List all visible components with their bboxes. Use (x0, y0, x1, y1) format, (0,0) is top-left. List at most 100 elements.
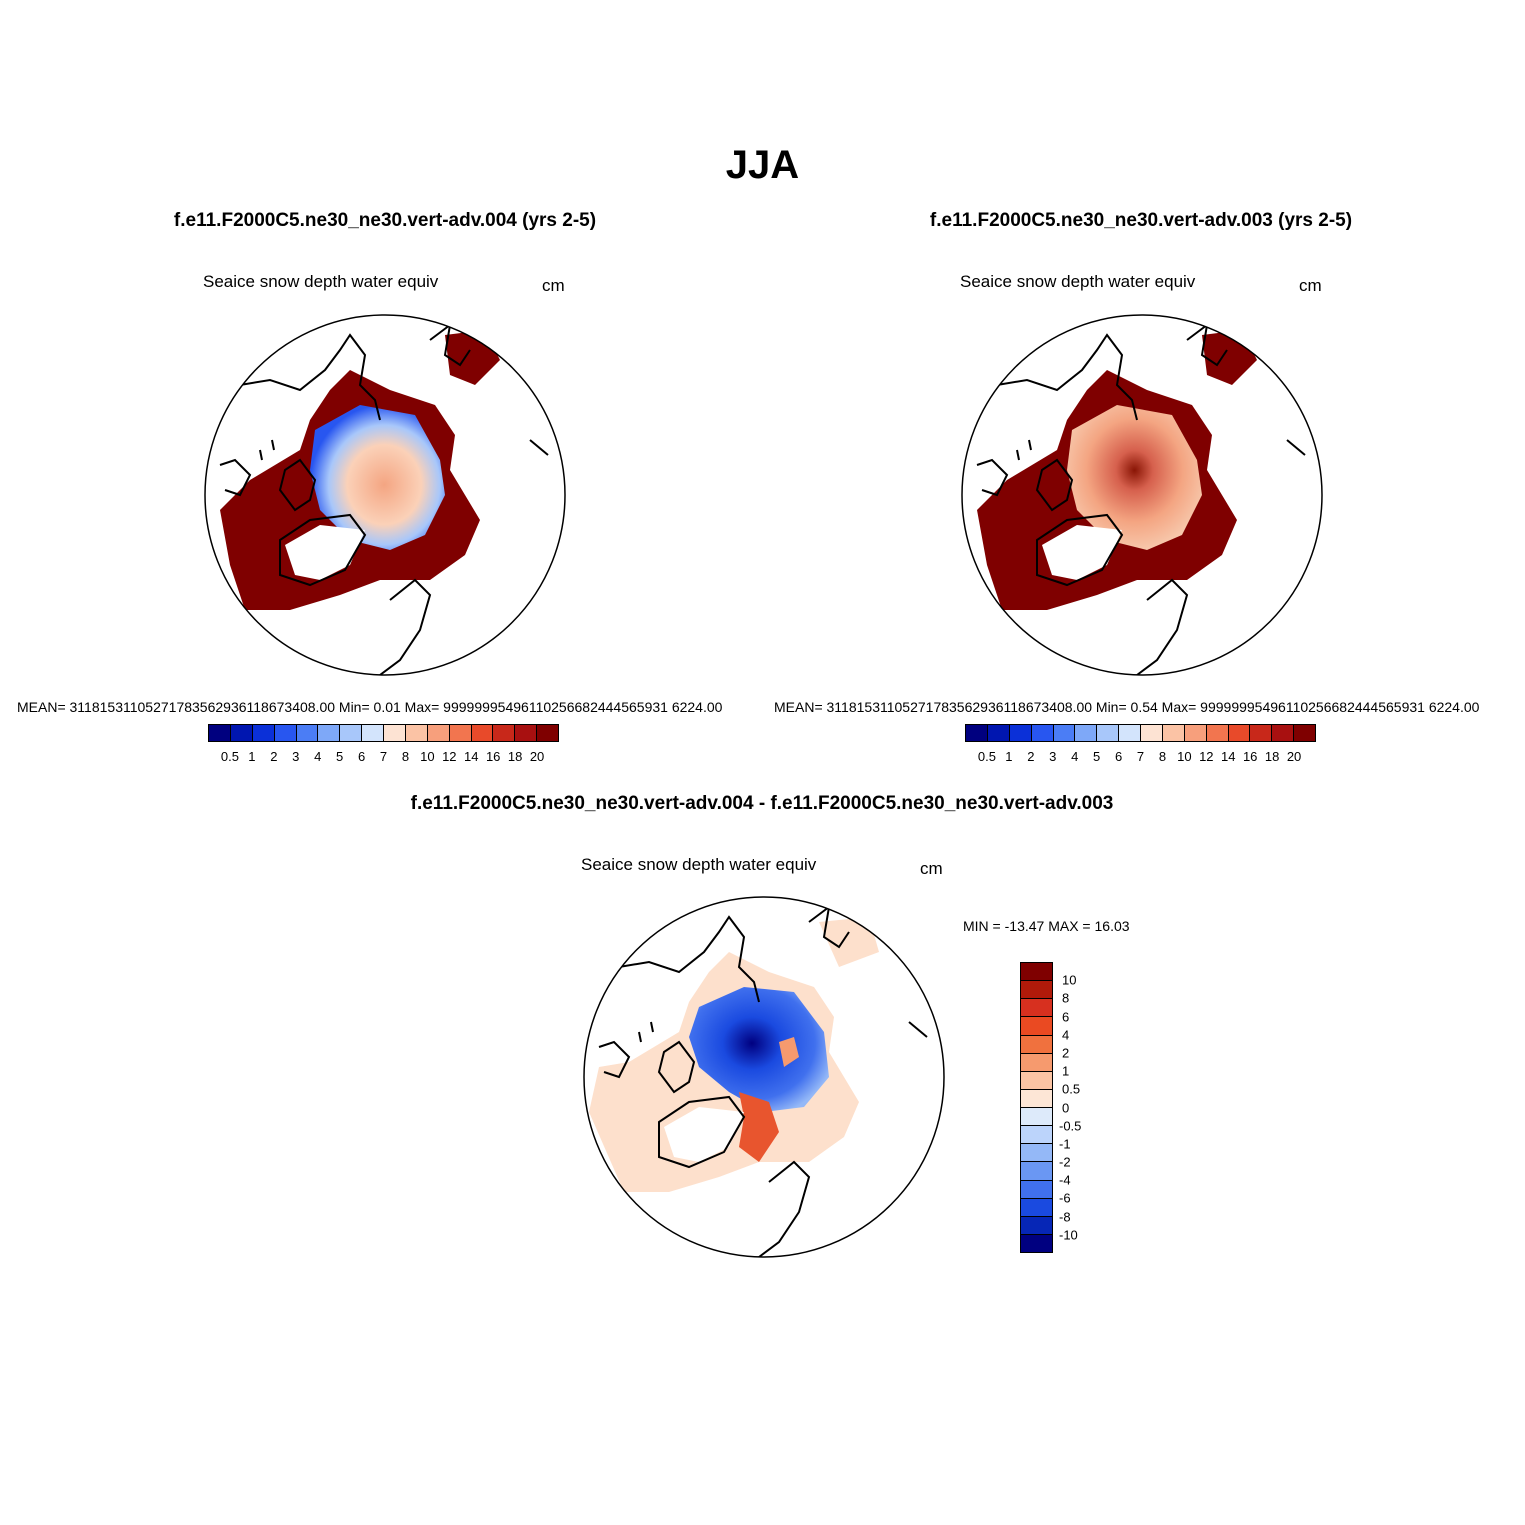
colorbar-box (340, 725, 363, 741)
colorbar-tick-label: 4 (1071, 749, 1079, 764)
colorbar-tick-label: -2 (1059, 1154, 1071, 1170)
panel-1-greenland-land (285, 525, 365, 580)
colorbar-box (1021, 1216, 1052, 1235)
diff-map-boundary (583, 896, 945, 1258)
colorbar-box (1075, 725, 1098, 741)
colorbar-box (1119, 725, 1141, 741)
colorbar-box (1021, 1108, 1052, 1127)
colorbar-box (1021, 963, 1052, 982)
colorbar-box (1250, 725, 1273, 741)
colorbar-tick-label: 4 (314, 749, 322, 764)
diff-units-label: cm (920, 859, 943, 878)
panel-2-colorbar-labels: 0.5 1 2 3 4 5 6 7 8 10 12 14 16 18 20 (965, 749, 1316, 765)
colorbar-tick-label: 18 (507, 749, 523, 764)
panel-1-title: f.e11.F2000C5.ne30_ne30.vert-adv.004 (yr… (173, 210, 597, 231)
panel-1-central-arctic-field (310, 405, 445, 550)
colorbar-tick-label: 6 (1062, 1009, 1070, 1025)
colorbar-tick-label: 1 (1005, 749, 1013, 764)
panel-1-coastlines (219, 322, 549, 675)
colorbar-tick-label: 1 (1062, 1063, 1070, 1079)
colorbar-box (966, 725, 988, 741)
colorbar-box (1272, 725, 1295, 741)
panel-2-polar-map (961, 314, 1323, 676)
colorbar-box (362, 725, 384, 741)
colorbar-tick-label: 12 (442, 749, 457, 764)
colorbar-tick-label: 7 (1136, 749, 1145, 764)
colorbar-box (1228, 725, 1251, 741)
panel-2-stats: MEAN= 31181531105271783562936118673408.0… (774, 699, 1480, 715)
diff-polar-map (583, 896, 945, 1258)
colorbar-box (1021, 1089, 1052, 1108)
colorbar-tick-label: 16 (1242, 749, 1258, 764)
colorbar-tick-label: 7 (379, 749, 388, 764)
colorbar-tick-label: -6 (1059, 1190, 1071, 1206)
panel-1-stats: MEAN= 31181531105271783562936118673408.0… (17, 699, 723, 715)
colorbar-box (1021, 1017, 1052, 1036)
colorbar-box (537, 725, 558, 741)
colorbar-box (252, 725, 275, 741)
colorbar-box (427, 725, 450, 741)
panel-1-map-boundary (204, 314, 566, 676)
colorbar-tick-label: 3 (1049, 749, 1057, 764)
diff-colorbar (1020, 962, 1053, 1253)
colorbar-tick-label: 5 (1093, 749, 1101, 764)
colorbar-box (987, 725, 1010, 741)
panel-2-central-arctic-field (1067, 405, 1202, 550)
colorbar-box (405, 725, 428, 741)
colorbar-tick-label: -10 (1059, 1227, 1078, 1243)
colorbar-tick-label: -8 (1059, 1209, 1071, 1225)
colorbar-box (1206, 725, 1229, 741)
panel-1-variable-label: Seaice snow depth water equiv (203, 272, 439, 291)
colorbar-box (1021, 999, 1052, 1018)
colorbar-box (296, 725, 319, 741)
colorbar-box (209, 725, 231, 741)
colorbar-tick-label: 0.5 (977, 749, 996, 764)
panel-1-colorbar-labels: 0.5 1 2 3 4 5 6 7 8 10 12 14 16 18 20 (208, 749, 559, 765)
colorbar-tick-label: 12 (1199, 749, 1214, 764)
colorbar-box (1021, 1126, 1052, 1145)
diff-title: f.e11.F2000C5.ne30_ne30.vert-adv.004 - f… (410, 793, 1114, 814)
colorbar-tick-label: 10 (420, 749, 435, 764)
colorbar-tick-label: 20 (529, 749, 545, 764)
colorbar-box (1021, 1180, 1052, 1199)
diff-positive-anomaly (739, 1092, 779, 1162)
colorbar-box (493, 725, 516, 741)
colorbar-box (1097, 725, 1120, 741)
main-title: JJA (725, 143, 800, 187)
diff-coastlines (598, 904, 928, 1257)
panel-2-colorbar (965, 724, 1316, 742)
diff-minmax: MIN = -13.47 MAX = 16.03 (963, 918, 1130, 934)
panel-2-units-label: cm (1299, 276, 1322, 295)
colorbar-tick-label: 2 (270, 749, 278, 764)
colorbar-tick-label: -4 (1059, 1172, 1071, 1188)
colorbar-box (1184, 725, 1207, 741)
colorbar-box (515, 725, 538, 741)
colorbar-tick-label: 8 (1062, 990, 1070, 1006)
colorbar-box (1009, 725, 1032, 741)
panel-2-map-boundary (961, 314, 1323, 676)
colorbar-box (1294, 725, 1315, 741)
colorbar-tick-label: 18 (1264, 749, 1280, 764)
colorbar-tick-label: -0.5 (1059, 1118, 1082, 1134)
panel-1-colorbar (208, 724, 559, 742)
colorbar-box (1021, 1053, 1052, 1072)
diff-central-arctic-negative (689, 987, 829, 1112)
colorbar-box (1162, 725, 1185, 741)
colorbar-box (230, 725, 253, 741)
panel-2-coastlines (976, 322, 1306, 675)
colorbar-box (274, 725, 297, 741)
colorbar-tick-label: 14 (1221, 749, 1236, 764)
colorbar-box (1031, 725, 1054, 741)
colorbar-tick-label: 0.5 (220, 749, 239, 764)
colorbar-box (1021, 1162, 1052, 1181)
colorbar-box (384, 725, 406, 741)
colorbar-tick-label: 10 (1062, 972, 1077, 988)
colorbar-tick-label: 2 (1062, 1045, 1070, 1061)
colorbar-box (1141, 725, 1163, 741)
colorbar-box (1053, 725, 1076, 741)
panel-1-units-label: cm (542, 276, 565, 295)
colorbar-box (1021, 1198, 1052, 1217)
panel-2-greenland-land (1042, 525, 1122, 580)
panel-1-polar-map (204, 314, 566, 676)
colorbar-tick-label: 14 (464, 749, 479, 764)
